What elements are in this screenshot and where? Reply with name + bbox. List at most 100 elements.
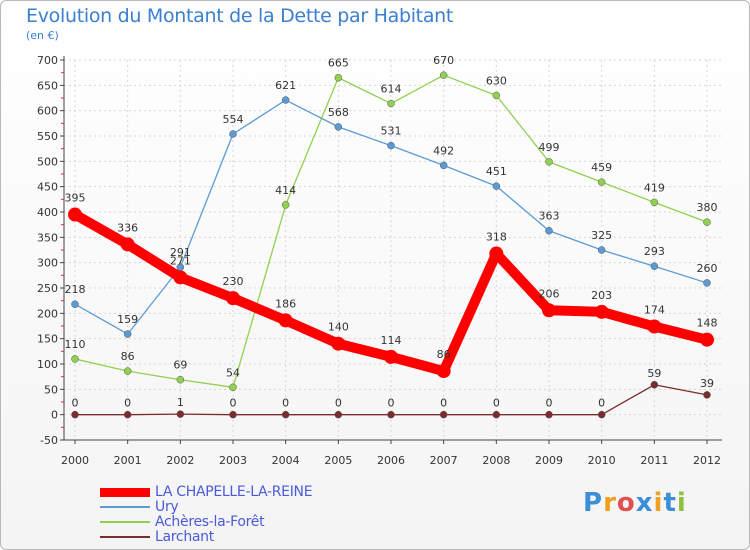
x-tick-label: 2000 — [61, 454, 89, 467]
data-point — [334, 123, 343, 131]
logo-letter: o — [616, 488, 636, 518]
data-point — [123, 330, 132, 338]
data-point — [545, 410, 553, 419]
data-label: 395 — [65, 192, 86, 205]
data-label: 39 — [700, 377, 714, 390]
y-tick-label: 350 — [37, 231, 58, 244]
data-point — [594, 304, 609, 319]
legend-swatch — [100, 536, 150, 538]
data-label: 110 — [65, 338, 86, 351]
data-point — [68, 207, 82, 222]
data-point — [278, 313, 293, 328]
data-label: 0 — [282, 397, 289, 410]
data-label: 380 — [697, 201, 718, 214]
data-label: 174 — [644, 304, 665, 317]
data-label: 69 — [173, 359, 187, 372]
data-label: 186 — [275, 297, 296, 310]
chart-title: Evolution du Montant de la Dette par Hab… — [26, 5, 454, 27]
data-point — [229, 410, 237, 419]
data-point — [492, 182, 501, 190]
logo-letter: i — [676, 488, 687, 518]
data-point — [647, 319, 662, 334]
data-point — [334, 410, 343, 419]
data-label: 59 — [647, 367, 661, 380]
data-point — [176, 375, 185, 384]
data-point — [492, 91, 501, 100]
data-label: 568 — [328, 106, 349, 119]
x-tick-label: 2003 — [219, 454, 247, 467]
data-label: 0 — [124, 397, 131, 410]
y-tick-label: 0 — [51, 409, 58, 422]
data-label: 0 — [230, 397, 237, 410]
data-label: 54 — [226, 366, 240, 379]
data-point — [700, 332, 714, 347]
data-point — [387, 410, 395, 419]
data-point — [387, 99, 395, 108]
data-point — [281, 201, 290, 209]
x-tick-label: 2012 — [693, 454, 721, 467]
y-tick-label: 50 — [44, 383, 58, 396]
data-point — [492, 410, 501, 419]
data-label: 531 — [381, 125, 402, 138]
data-label: 670 — [433, 54, 454, 67]
data-point — [545, 226, 553, 235]
data-point — [436, 364, 451, 379]
data-label: 218 — [65, 283, 86, 296]
y-tick-label: 500 — [37, 155, 58, 168]
y-tick-label: -50 — [40, 434, 58, 447]
data-label: 363 — [539, 210, 560, 223]
data-label: 140 — [328, 321, 349, 334]
y-tick-label: 600 — [37, 105, 58, 118]
data-point — [489, 246, 504, 261]
logo-letter: P — [583, 488, 604, 518]
data-point — [597, 410, 606, 419]
y-tick-label: 200 — [37, 307, 58, 320]
data-point — [384, 349, 398, 364]
data-point — [71, 410, 79, 419]
data-label: 0 — [335, 397, 342, 410]
logo-letter: i — [653, 488, 664, 518]
data-label: 159 — [117, 313, 138, 326]
logo-letter: x — [635, 488, 654, 518]
y-tick-label: 450 — [37, 181, 58, 194]
data-label: 0 — [72, 397, 79, 410]
logo-letter: r — [603, 488, 617, 518]
data-point — [71, 300, 79, 308]
data-label: 114 — [381, 334, 402, 347]
data-label: 0 — [440, 397, 447, 410]
data-label: 203 — [591, 289, 612, 302]
data-label: 86 — [437, 348, 451, 361]
data-point — [650, 262, 659, 270]
x-tick-label: 2010 — [588, 454, 616, 467]
data-point — [176, 410, 185, 418]
data-point — [703, 218, 711, 226]
data-label: 325 — [591, 229, 612, 242]
data-label: 0 — [388, 397, 395, 410]
legend-swatch — [100, 487, 150, 497]
data-label: 459 — [591, 161, 612, 174]
data-label: 492 — [433, 144, 454, 157]
y-tick-label: 100 — [37, 358, 58, 371]
data-point — [387, 141, 395, 150]
y-tick-label: 550 — [37, 130, 58, 143]
data-label: 414 — [275, 184, 296, 197]
data-point — [439, 161, 448, 170]
y-tick-label: 650 — [37, 79, 58, 92]
legend-label: Ury — [155, 499, 179, 515]
data-point — [123, 410, 132, 419]
data-point — [545, 158, 553, 166]
legend-swatch — [100, 521, 150, 523]
data-point — [120, 237, 135, 252]
data-point — [439, 71, 448, 79]
data-point — [71, 355, 79, 363]
x-tick-label: 2011 — [640, 454, 668, 467]
data-label: 293 — [644, 245, 665, 258]
data-label: 291 — [170, 246, 191, 259]
legend-label: Larchant — [155, 529, 214, 545]
data-label: 336 — [117, 221, 138, 234]
x-tick-label: 2001 — [114, 454, 142, 467]
data-point — [439, 410, 448, 419]
y-tick-label: 400 — [37, 206, 58, 219]
data-label: 0 — [598, 397, 605, 410]
